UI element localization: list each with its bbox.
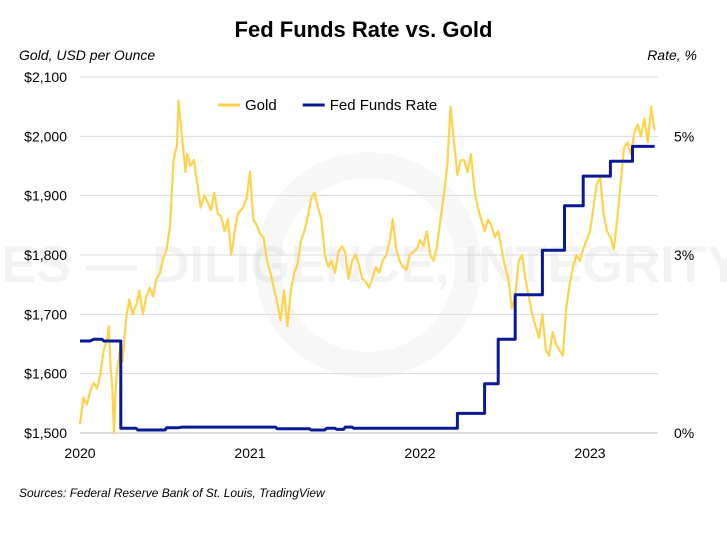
y-left-tick-label: $2,100 — [24, 69, 67, 85]
y-left-tick-label: $1,700 — [24, 306, 67, 322]
watermark-text: LOUIS JAMES — DILIGENCE, INTEGRITY, RESU… — [0, 236, 727, 294]
y-left-tick-label: $1,800 — [24, 247, 67, 263]
left-axis-title: Gold, USD per Ounce — [19, 47, 156, 63]
y-right-tick-label: 0% — [674, 425, 694, 441]
right-axis-title: Rate, % — [647, 47, 697, 63]
gridlines — [80, 76, 658, 434]
legend-label-gold: Gold — [245, 97, 277, 114]
watermark: LOUIS JAMES — DILIGENCE, INTEGRITY, RESU… — [0, 236, 727, 294]
fed-funds-rate-line — [80, 144, 655, 432]
y-left-tick-label: $1,500 — [24, 425, 67, 441]
y-right-tick-label: 3% — [674, 247, 694, 263]
source-note: Sources: Federal Reserve Bank of St. Lou… — [19, 486, 325, 500]
x-tick-label: 2022 — [404, 445, 435, 461]
axes: $1,500 $1,600 $1,700 $1,800 $1,900 $2,000 $2,1… — [24, 69, 694, 461]
y-right-tick-label: 5% — [674, 128, 694, 144]
x-tick-label: 2020 — [64, 445, 95, 461]
x-tick-label: 2023 — [574, 445, 605, 461]
y-left-tick-label: $2,000 — [24, 128, 67, 144]
gold-line — [78, 99, 656, 435]
chart-title: Fed Funds Rate vs. Gold — [234, 17, 493, 42]
legend: Gold Fed Funds Rate — [218, 97, 437, 114]
x-tick-label: 2021 — [234, 445, 265, 461]
y-left-tick-label: $1,600 — [24, 366, 67, 382]
series — [78, 99, 656, 435]
y-left-tick-label: $1,900 — [24, 188, 67, 204]
legend-label-fed-funds-rate: Fed Funds Rate — [330, 97, 438, 114]
